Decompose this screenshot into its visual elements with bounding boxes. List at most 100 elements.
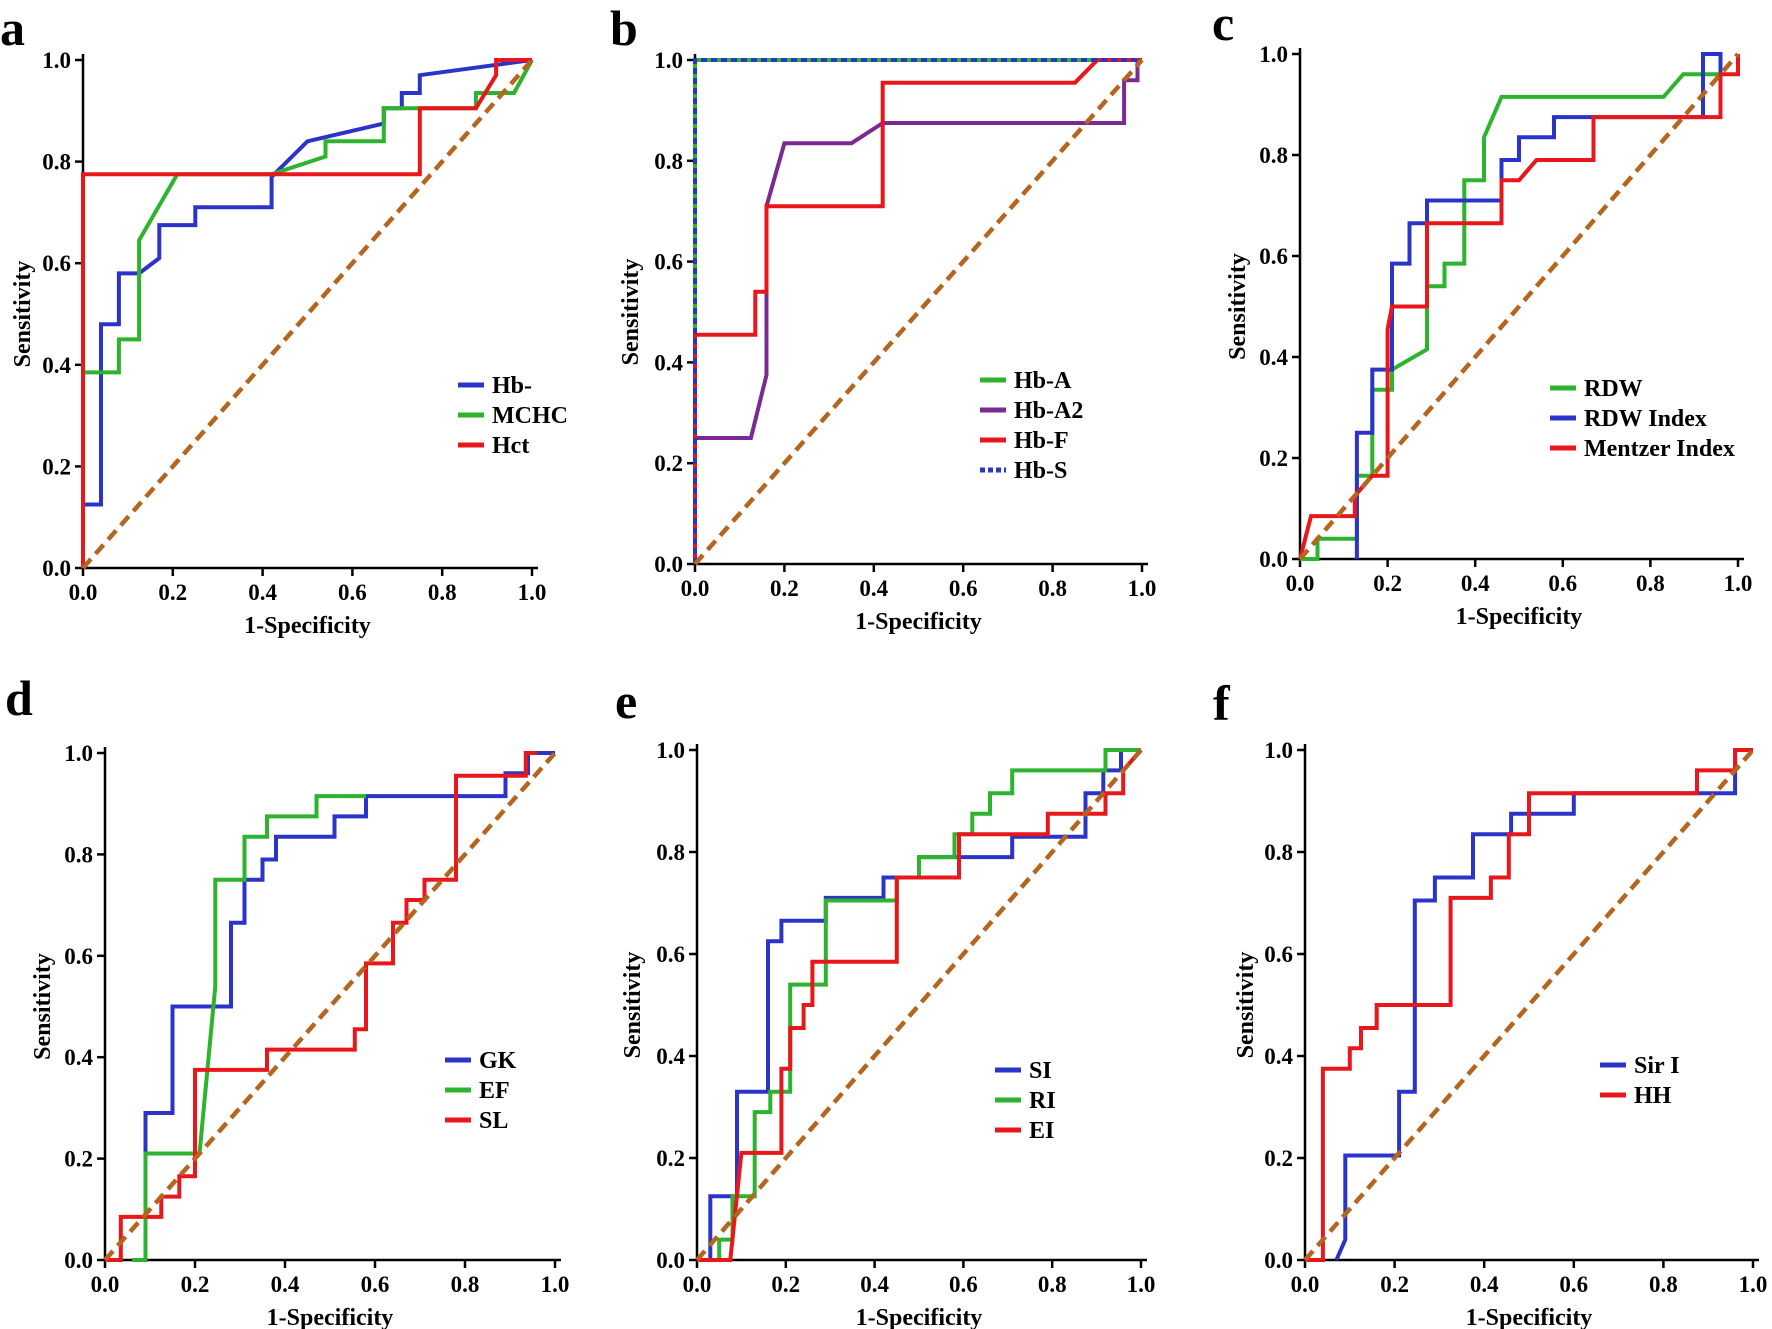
series-line-hb-: [81, 58, 533, 568]
y-axis-label: Sensitivity: [10, 261, 36, 368]
y-tick-label: 0.0: [64, 1248, 93, 1273]
x-tick-label: 0.2: [771, 1272, 800, 1297]
x-tick-label: 1.0: [541, 1272, 570, 1297]
x-tick-label: 1.0: [1127, 1272, 1156, 1297]
series-line-sl: [105, 751, 537, 1262]
series-line-hb-f: [693, 58, 1142, 564]
x-tick-label: 0.0: [69, 580, 98, 605]
y-tick-label: 0.0: [656, 1248, 685, 1273]
x-tick-label: 1.0: [1128, 576, 1157, 601]
x-tick-label: 0.0: [681, 576, 710, 601]
y-tick-label: 0.6: [42, 251, 71, 276]
legend-label: SL: [479, 1108, 508, 1134]
y-tick-label: 0.0: [654, 552, 683, 577]
x-tick-label: 0.8: [1649, 1272, 1678, 1297]
series-line-hh: [1305, 748, 1753, 1262]
y-tick-label: 0.8: [1264, 840, 1293, 865]
panel-letter: d: [5, 670, 33, 726]
y-axis-label: Sensitivity: [620, 952, 646, 1059]
y-tick-label: 0.8: [654, 149, 683, 174]
x-tick-label: 1.0: [1739, 1272, 1768, 1297]
x-tick-label: 0.8: [428, 580, 457, 605]
y-tick-label: 0.2: [654, 451, 683, 476]
panel-letter: f: [1213, 675, 1231, 731]
x-tick-label: 0.6: [949, 576, 978, 601]
x-tick-label: 0.4: [1470, 1272, 1499, 1297]
panel-a: a 0.00.0 0.2 0.2 0.4 0.4 0.6 0.6 0.8 0.8 1.0 1.0 1-S…: [0, 0, 568, 639]
x-tick-label: 0.6: [361, 1272, 390, 1297]
x-tick-label: 0.4: [1461, 571, 1490, 596]
y-axis-label: Sensitivity: [1233, 952, 1259, 1059]
panel-c: c 0.00.0 0.2 0.2 0.4 0.4 0.6 0.6 0.8 0.8 1.0 1.0 1-S…: [1212, 0, 1752, 630]
y-axis-label: Sensitivity: [1225, 253, 1251, 360]
legend-label: RDW: [1584, 376, 1643, 402]
x-axis-label: 1-Specificity: [856, 1305, 983, 1329]
legend-label: EF: [479, 1078, 510, 1104]
panel-letter: a: [0, 0, 25, 56]
x-tick-label: 0.0: [91, 1272, 120, 1297]
legend-label: HH: [1634, 1083, 1672, 1109]
legend-label: Hb-: [492, 373, 532, 399]
reference-diagonal: [695, 748, 1143, 1262]
panel-f: f 0.00.0 0.2 0.2 0.4 0.4 0.6 0.6 0.8 0.8 1.0 1.0 1-S…: [1213, 675, 1767, 1329]
y-axis-label: Sensitivity: [618, 259, 644, 366]
y-axis-label: Sensitivity: [30, 953, 56, 1060]
x-axis-label: 1-Specificity: [267, 1305, 394, 1329]
y-tick-label: 0.2: [1259, 446, 1288, 471]
y-tick-label: 0.2: [42, 454, 71, 479]
x-tick-label: 0.8: [451, 1272, 480, 1297]
panel-d: d 0.00.0 0.2 0.2 0.4 0.4 0.6 0.6 0.8 0.8 1.0 1.0 1-S…: [5, 670, 569, 1329]
x-tick-label: 0.4: [248, 580, 277, 605]
y-tick-label: 0.0: [42, 556, 71, 581]
y-tick-label: 0.8: [1259, 143, 1288, 168]
y-tick-label: 0.4: [64, 1045, 93, 1070]
y-tick-label: 0.6: [1264, 942, 1293, 967]
series-line-hct: [81, 58, 532, 568]
panel-letter: b: [610, 0, 638, 56]
x-tick-label: 0.6: [1559, 1272, 1588, 1297]
panel-letter: c: [1212, 0, 1234, 51]
y-tick-label: 0.2: [656, 1146, 685, 1171]
x-tick-label: 1.0: [518, 580, 547, 605]
y-tick-label: 0.8: [64, 842, 93, 867]
x-tick-label: 0.0: [1291, 1272, 1320, 1297]
reference-diagonal: [1298, 52, 1740, 561]
panel-e: e 0.00.0 0.2 0.2 0.4 0.4 0.6 0.6 0.8 0.8 1.0 1.0 1-S…: [615, 673, 1155, 1329]
x-axis-label: 1-Specificity: [855, 609, 982, 635]
x-tick-label: 0.0: [1286, 571, 1315, 596]
x-tick-label: 0.6: [338, 580, 367, 605]
x-tick-label: 0.2: [770, 576, 799, 601]
legend-label: EI: [1029, 1118, 1054, 1144]
legend-label: RI: [1029, 1088, 1056, 1114]
series-line-hb-s: [693, 58, 1142, 564]
y-tick-label: 1.0: [1264, 738, 1293, 763]
series-line-mentzer-index: [1298, 54, 1740, 560]
y-tick-label: 1.0: [654, 48, 683, 73]
legend-label: RDW Index: [1584, 406, 1707, 432]
legend-label: GK: [479, 1048, 517, 1074]
y-tick-label: 0.6: [656, 942, 685, 967]
y-tick-label: 0.4: [656, 1044, 685, 1069]
y-tick-label: 0.8: [656, 840, 685, 865]
x-axis-label: 1-Specificity: [1466, 1305, 1593, 1329]
x-axis-label: 1-Specificity: [1456, 604, 1583, 630]
x-tick-label: 0.4: [859, 576, 888, 601]
x-tick-label: 0.8: [1636, 571, 1665, 596]
y-tick-label: 0.2: [64, 1147, 93, 1172]
legend-label: SI: [1029, 1058, 1052, 1084]
x-tick-label: 1.0: [1724, 571, 1753, 596]
x-tick-label: 0.6: [949, 1272, 978, 1297]
series-line-ef: [132, 794, 366, 1262]
legend-label: Hct: [492, 433, 529, 459]
y-tick-label: 1.0: [64, 741, 93, 766]
x-tick-label: 0.6: [1548, 571, 1577, 596]
y-tick-label: 0.6: [64, 944, 93, 969]
reference-diagonal: [81, 58, 534, 570]
reference-diagonal: [693, 58, 1144, 566]
y-tick-label: 0.0: [1259, 547, 1288, 572]
series-line-gk: [143, 751, 555, 1260]
legend-label: Hb-S: [1014, 458, 1067, 484]
y-tick-label: 0.2: [1264, 1146, 1293, 1171]
legend-label: Hb-F: [1014, 428, 1069, 454]
legend-label: Hb-A2: [1014, 398, 1083, 424]
